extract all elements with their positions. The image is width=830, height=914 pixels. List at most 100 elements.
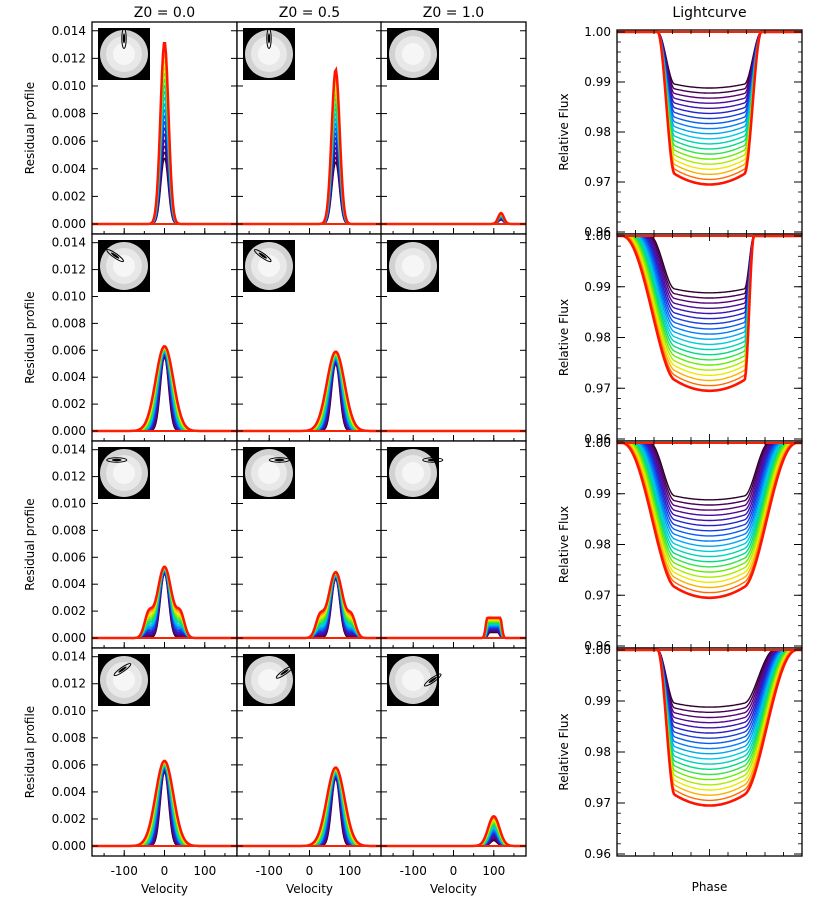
inset-planet [280, 669, 289, 676]
profile-panel-r0-c2 [380, 21, 527, 235]
profile-y-tick-label: 0.014 [52, 443, 86, 457]
profile-y-label: Residual profile [23, 706, 37, 798]
inset-planet-track [266, 27, 272, 49]
inset-planet [267, 33, 271, 44]
lightcurve-series-line [617, 442, 802, 537]
profile-y-tick-label: 0.014 [52, 236, 86, 250]
lightcurve-y-label: Relative Flux [557, 713, 571, 790]
profile-y-tick-label: 0.002 [52, 397, 86, 411]
inset-planet [258, 252, 267, 259]
lightcurve-y-tick-label: 1.00 [584, 25, 611, 39]
inset-star-core [113, 255, 135, 277]
profile-y-tick-label: 0.006 [52, 758, 86, 772]
profile-y-tick-label: 0.000 [52, 217, 86, 231]
lightcurve-series-line [617, 442, 802, 589]
inset-planet [274, 458, 285, 462]
lightcurve-y-tick-label: 0.96 [584, 225, 611, 239]
inset-planet [122, 33, 126, 44]
profile-x-label: Velocity [430, 882, 477, 896]
lightcurve-series-line [617, 442, 802, 563]
profile-y-tick-label: 0.006 [52, 134, 86, 148]
profile-y-tick-label: 0.004 [52, 370, 86, 384]
inset-planet [118, 666, 127, 673]
lightcurve-title: Lightcurve [672, 5, 746, 21]
lightcurve-series-line [617, 442, 802, 578]
profile-panel-r2-c0 [91, 440, 238, 649]
profile-y-label: Residual profile [23, 291, 37, 383]
inset-star-core [258, 462, 280, 484]
profile-panel-r3-c2 [380, 647, 527, 857]
profile-y-tick-label: 0.010 [52, 79, 86, 93]
lightcurve-y-tick-label: 0.96 [584, 847, 611, 861]
profile-y-tick-label: 0.008 [52, 107, 86, 121]
profile-panel-r1-c0 [91, 233, 238, 442]
profile-x-tick-label: 100 [482, 864, 505, 878]
profile-y-tick-label: 0.012 [52, 470, 86, 484]
lightcurve-series-line [617, 442, 802, 527]
profile-x-label: Velocity [141, 882, 188, 896]
inset-star-core [402, 255, 424, 277]
profile-y-tick-label: 0.012 [52, 51, 86, 65]
inset-planet-track [268, 457, 290, 463]
profile-y-tick-label: 0.006 [52, 343, 86, 357]
lightcurve-series-line [617, 442, 802, 532]
profile-y-tick-label: 0.010 [52, 496, 86, 510]
column-title-2: Z0 = 1.0 [423, 5, 484, 21]
lightcurve-series-line [617, 442, 802, 558]
lightcurve-panel-bg [617, 30, 802, 234]
profile-y-tick-label: 0.004 [52, 162, 86, 176]
profile-panel-r3-c1 [236, 647, 383, 857]
inset-star-core [402, 43, 424, 65]
profile-y-tick-label: 0.012 [52, 677, 86, 691]
inset-planet [428, 676, 437, 684]
lightcurve-y-tick-label: 0.97 [584, 796, 611, 810]
lightcurve-series-line [617, 442, 802, 553]
lightcurve-y-tick-label: 0.99 [584, 487, 611, 501]
profile-y-tick-label: 0.002 [52, 189, 86, 203]
lightcurve-panel-2 [616, 440, 803, 649]
lightcurve-series-line [617, 442, 802, 573]
profile-x-label: Velocity [286, 882, 333, 896]
profile-y-tick-label: 0.008 [52, 316, 86, 330]
profile-panel-r3-c0 [91, 647, 238, 857]
lightcurve-panel-3 [616, 647, 803, 857]
profile-y-label: Residual profile [23, 498, 37, 590]
profile-y-tick-label: 0.008 [52, 731, 86, 745]
lightcurve-panel-1 [616, 233, 803, 442]
lightcurve-series-line [617, 441, 802, 600]
inset-planet [427, 458, 438, 462]
lightcurve-series-line [617, 442, 802, 547]
lightcurve-y-tick-label: 1.00 [584, 229, 611, 243]
profile-panel-r0-c0 [91, 21, 238, 235]
profile-y-tick-label: 0.008 [52, 523, 86, 537]
inset-star-core [402, 669, 424, 691]
profile-y-tick-label: 0.004 [52, 577, 86, 591]
profile-x-tick-label: 100 [338, 864, 361, 878]
lightcurve-series-line [617, 442, 802, 583]
lightcurve-series-line [617, 442, 802, 568]
profile-x-tick-label: -100 [111, 864, 138, 878]
profile-y-tick-label: 0.014 [52, 24, 86, 38]
profile-y-tick-label: 0.000 [52, 424, 86, 438]
inset-star-core [113, 462, 135, 484]
inset-planet-track [422, 457, 444, 463]
inset-star-core [258, 255, 280, 277]
column-title-0: Z0 = 0.0 [134, 5, 195, 21]
lightcurve-x-label: Phase [692, 880, 728, 894]
profile-x-tick-label: 100 [193, 864, 216, 878]
profile-x-tick-label: 0 [161, 864, 169, 878]
profile-panel-r1-c1 [236, 233, 383, 442]
profile-panel-r1-c2 [380, 233, 527, 442]
lightcurve-y-tick-label: 0.99 [584, 75, 611, 89]
profile-y-tick-label: 0.002 [52, 604, 86, 618]
profile-y-tick-label: 0.010 [52, 289, 86, 303]
lightcurve-y-tick-label: 0.97 [584, 588, 611, 602]
profile-y-tick-label: 0.010 [52, 704, 86, 718]
profile-panel-r2-c1 [236, 440, 383, 649]
lightcurve-y-tick-label: 0.96 [584, 432, 611, 446]
profile-y-tick-label: 0.012 [52, 263, 86, 277]
lightcurve-y-tick-label: 0.99 [584, 280, 611, 294]
profile-x-tick-label: -100 [256, 864, 283, 878]
